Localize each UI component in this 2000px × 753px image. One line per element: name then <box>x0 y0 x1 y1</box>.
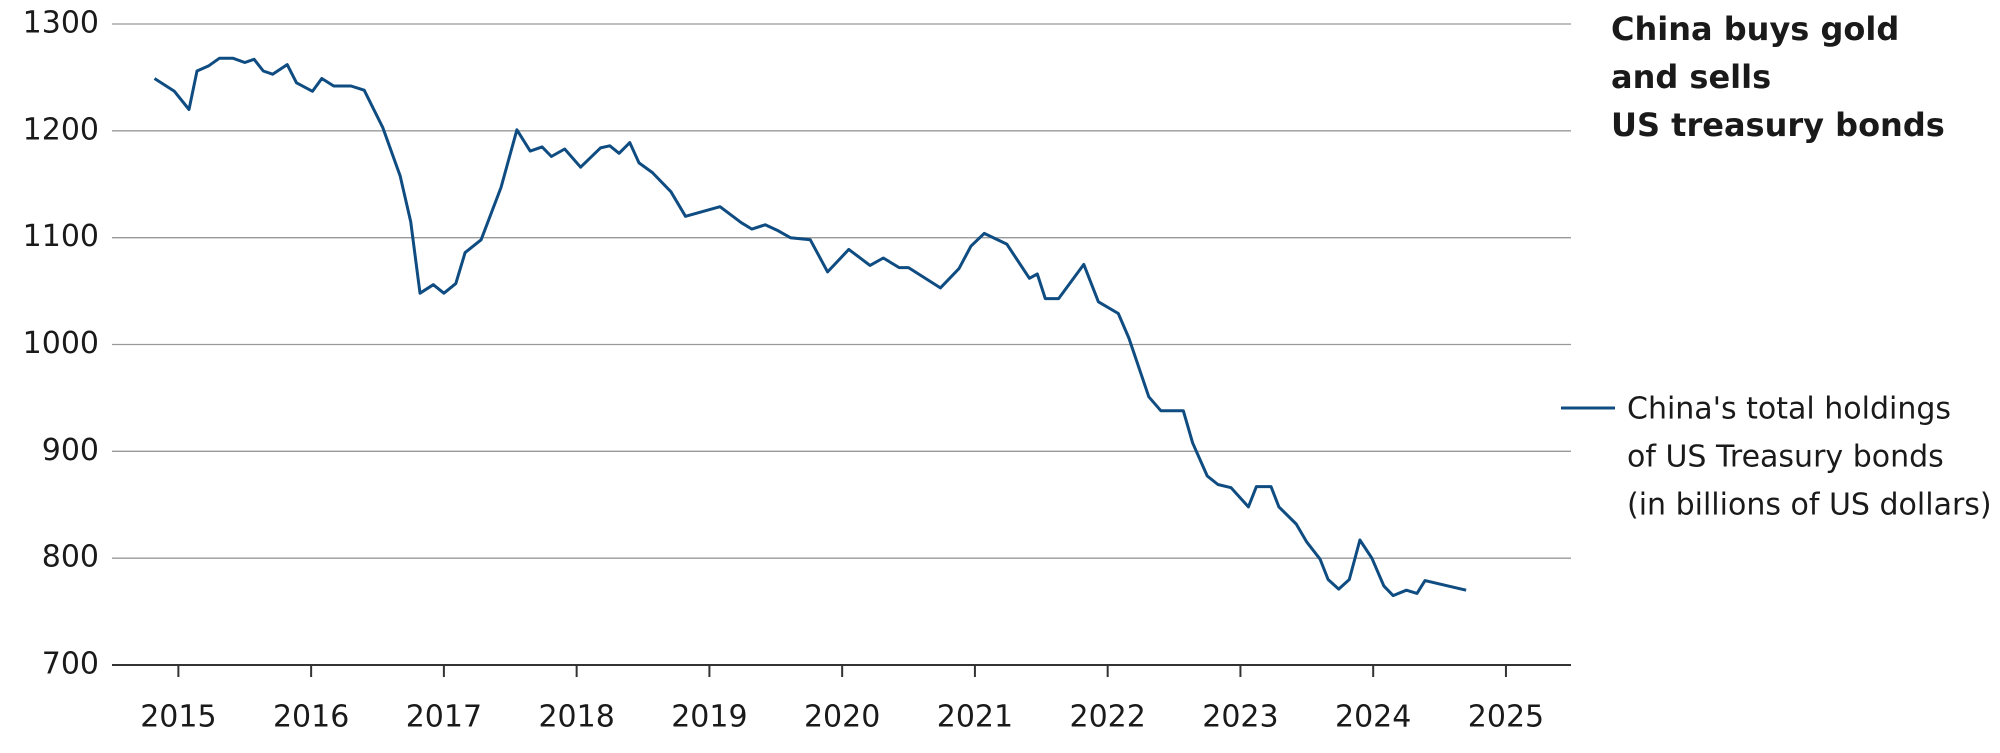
x-tick-label: 2015 <box>140 700 216 735</box>
legend-label: (in billions of US dollars) <box>1627 488 1992 523</box>
y-tick-label: 1300 <box>23 6 99 41</box>
x-tick-label: 2019 <box>671 700 747 735</box>
y-tick-label: 900 <box>42 433 99 468</box>
x-tick-label: 2022 <box>1069 700 1145 735</box>
x-tick-label: 2021 <box>937 700 1013 735</box>
y-tick-label: 1200 <box>23 112 99 147</box>
x-tick-label: 2016 <box>273 700 349 735</box>
chart-title: China buys gold <box>1611 10 1899 48</box>
x-tick-label: 2025 <box>1468 700 1544 735</box>
y-tick-label: 800 <box>42 540 99 575</box>
x-tick-label: 2023 <box>1202 700 1278 735</box>
legend-label: China's total holdings <box>1627 392 1951 427</box>
chart-title: and sells <box>1611 58 1771 96</box>
x-tick-label: 2020 <box>804 700 880 735</box>
y-tick-label: 1000 <box>23 326 99 361</box>
y-tick-label: 1100 <box>23 219 99 254</box>
x-tick-label: 2018 <box>538 700 614 735</box>
x-tick-label: 2024 <box>1335 700 1411 735</box>
chart-title: US treasury bonds <box>1611 106 1945 144</box>
x-tick-label: 2017 <box>406 700 482 735</box>
legend-label: of US Treasury bonds <box>1627 440 1944 475</box>
y-tick-label: 700 <box>42 647 99 682</box>
data-line <box>153 56 1467 598</box>
